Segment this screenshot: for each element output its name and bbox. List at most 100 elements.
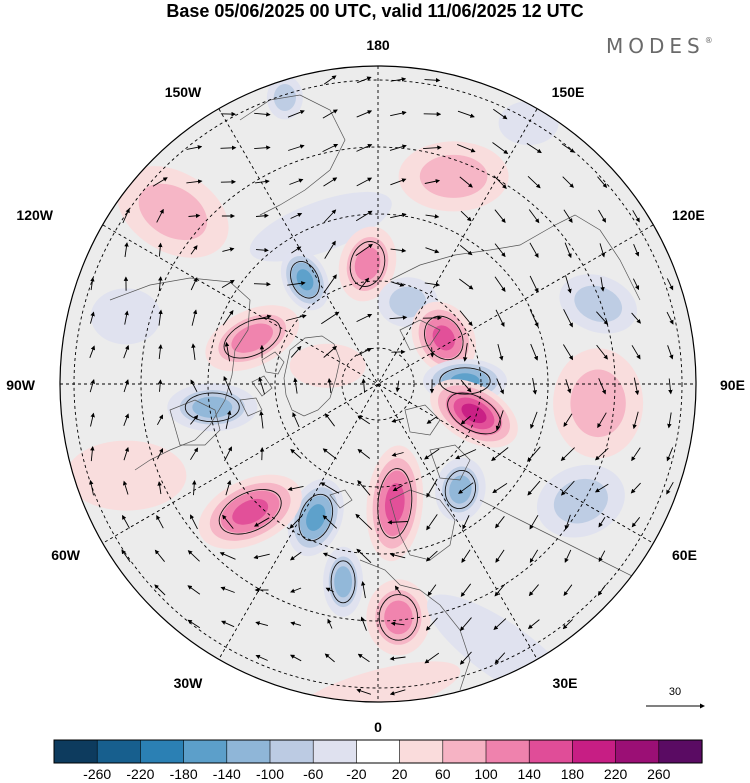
wind-vector bbox=[391, 417, 404, 423]
wind-vector bbox=[327, 618, 333, 629]
wind-vector bbox=[289, 515, 303, 529]
wind-vector bbox=[322, 552, 337, 560]
anomaly-center-a3 bbox=[249, 191, 392, 262]
wind-vector bbox=[666, 278, 674, 291]
wind-vector bbox=[89, 311, 95, 324]
wind-vector bbox=[632, 411, 639, 430]
wind-vector bbox=[255, 654, 268, 661]
wind-vector bbox=[631, 447, 641, 462]
alaska-coastline bbox=[239, 94, 346, 216]
contour-line bbox=[349, 241, 386, 287]
wind-vector bbox=[493, 175, 507, 189]
wind-vector bbox=[191, 309, 198, 326]
wind-vector bbox=[322, 143, 339, 153]
wind-vector bbox=[563, 209, 573, 224]
russia-arctic-coastline bbox=[399, 319, 471, 481]
wind-vector bbox=[389, 656, 406, 661]
wind-vector bbox=[90, 277, 95, 291]
anomaly-center-a6 bbox=[338, 226, 397, 302]
wind-vector bbox=[462, 515, 470, 530]
wind-vector bbox=[289, 178, 304, 185]
wind-vector bbox=[631, 312, 641, 324]
wind-vector bbox=[188, 213, 201, 219]
wind-vector bbox=[254, 112, 271, 117]
colorbar-tick-label: -100 bbox=[256, 766, 284, 782]
wind-vector bbox=[321, 311, 340, 325]
wind-vector bbox=[285, 314, 307, 321]
contour-a17 bbox=[330, 560, 356, 604]
anomaly-center-a16 bbox=[366, 579, 431, 656]
colorbar-swatch bbox=[140, 739, 185, 764]
anomaly-band bbox=[138, 183, 208, 241]
scandinavia-coastline bbox=[389, 489, 456, 561]
lon-label-90w: 90W bbox=[6, 377, 36, 393]
wind-vector bbox=[429, 347, 435, 358]
anomaly-center-a22 bbox=[90, 288, 161, 345]
wind-vector bbox=[254, 145, 271, 150]
wind-vector bbox=[599, 243, 606, 258]
wind-vector bbox=[632, 278, 640, 291]
wind-vector bbox=[287, 281, 306, 286]
wind-vector bbox=[356, 688, 372, 695]
colorbar-tick-label: -180 bbox=[170, 766, 198, 782]
wind-vector bbox=[598, 378, 606, 395]
colorbar-tick-label: 180 bbox=[561, 766, 585, 782]
colorbar-swatch bbox=[356, 739, 401, 764]
colorbar-swatch bbox=[485, 739, 530, 764]
wind-vector bbox=[222, 247, 235, 252]
anomaly-band bbox=[90, 288, 161, 345]
wind-vector bbox=[287, 110, 305, 118]
wind-vector bbox=[222, 310, 234, 326]
wind-vector bbox=[90, 446, 95, 462]
wind-vector bbox=[154, 549, 165, 562]
lon-label-180: 180 bbox=[366, 37, 390, 53]
wind-vector bbox=[494, 276, 506, 292]
wind-vector bbox=[632, 210, 640, 223]
anomaly-band bbox=[66, 440, 187, 511]
wind-vector bbox=[156, 515, 164, 529]
wind-vector bbox=[224, 341, 231, 362]
wind-vector bbox=[360, 581, 366, 599]
wind-vector bbox=[596, 311, 609, 325]
wind-vector bbox=[462, 343, 468, 362]
wind-vector bbox=[253, 314, 272, 321]
anomaly-band bbox=[498, 101, 559, 146]
wind-vector bbox=[190, 379, 198, 393]
colorbar-tick-label: 100 bbox=[474, 766, 498, 782]
graticule bbox=[60, 66, 696, 702]
lon-label-120e: 120E bbox=[672, 207, 705, 223]
wind-vector bbox=[390, 621, 405, 626]
wind-vector bbox=[457, 143, 476, 153]
contour-line bbox=[290, 261, 320, 299]
wind-vector bbox=[494, 583, 506, 597]
wind-vector bbox=[492, 142, 509, 155]
lon-label-30w: 30W bbox=[174, 675, 204, 691]
wind-vector bbox=[356, 313, 373, 323]
contour-a15 bbox=[377, 468, 413, 539]
wind-vector bbox=[192, 480, 197, 496]
wind-vector bbox=[666, 481, 674, 495]
wind-vector bbox=[598, 209, 606, 223]
wind-vector bbox=[186, 145, 203, 150]
wind-vector bbox=[190, 245, 198, 255]
colorbar-swatch bbox=[658, 739, 703, 764]
wind-vector bbox=[293, 377, 298, 394]
wind-vector bbox=[122, 480, 129, 495]
wind-vector bbox=[324, 653, 335, 663]
wind-vector bbox=[564, 242, 572, 259]
wind-vector bbox=[357, 415, 371, 425]
wind-vector bbox=[291, 246, 302, 254]
wind-vector bbox=[290, 621, 302, 626]
wind-vector bbox=[357, 653, 370, 663]
colorbar-tick-label: -20 bbox=[346, 766, 366, 782]
wind-vector bbox=[89, 345, 96, 358]
colorbar-swatch bbox=[53, 739, 98, 764]
wind-vector bbox=[562, 619, 573, 630]
colorbar: -260 -220 -180 -140 -100 -60 -20 20 60 100 140 180 2… bbox=[53, 739, 703, 782]
wind-vector bbox=[356, 548, 372, 564]
wind-vector bbox=[391, 452, 404, 457]
colorbar-swatch bbox=[442, 739, 487, 764]
wind-vector bbox=[495, 516, 505, 529]
reference-vector: 30 bbox=[646, 686, 705, 709]
wind-vector bbox=[594, 483, 609, 493]
